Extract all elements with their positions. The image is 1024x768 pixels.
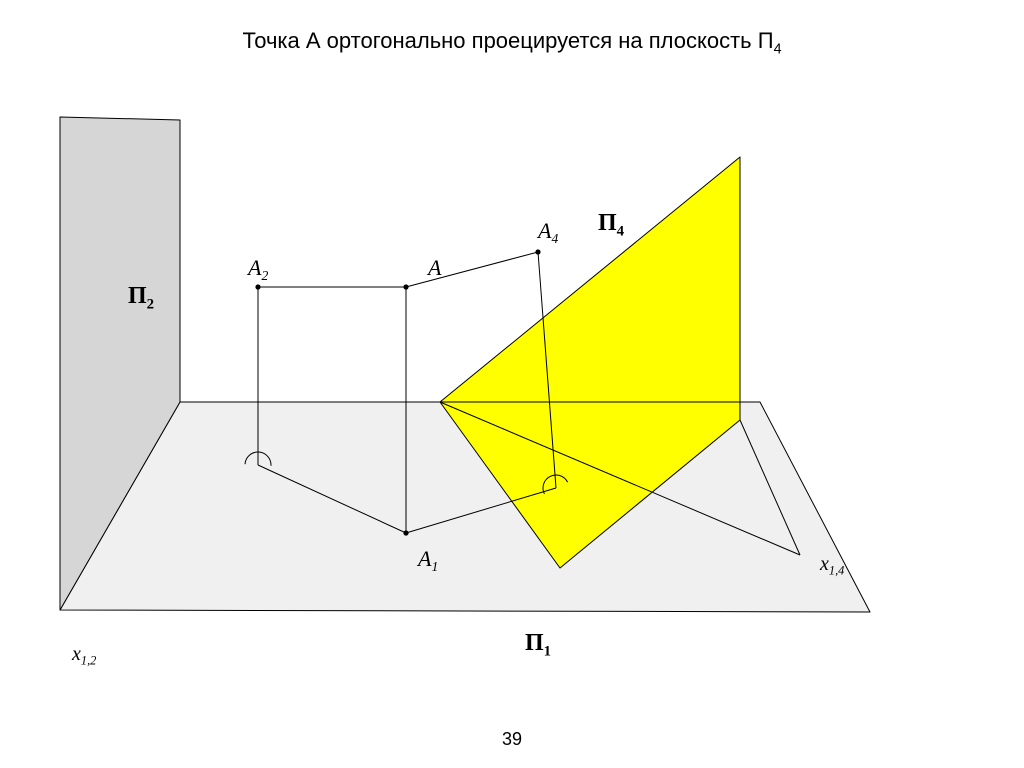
projection-diagram: П1П2П4АА1А2А4х1,2х1,4 — [0, 0, 1024, 768]
svg-text:х1,2: х1,2 — [71, 643, 96, 667]
page-number-text: 39 — [502, 729, 522, 749]
svg-text:А: А — [426, 255, 442, 280]
page-number: 39 — [0, 729, 1024, 750]
svg-text:П1: П1 — [525, 630, 551, 659]
svg-text:А2: А2 — [246, 255, 268, 283]
svg-text:П4: П4 — [598, 210, 625, 239]
svg-text:А4: А4 — [536, 218, 558, 246]
